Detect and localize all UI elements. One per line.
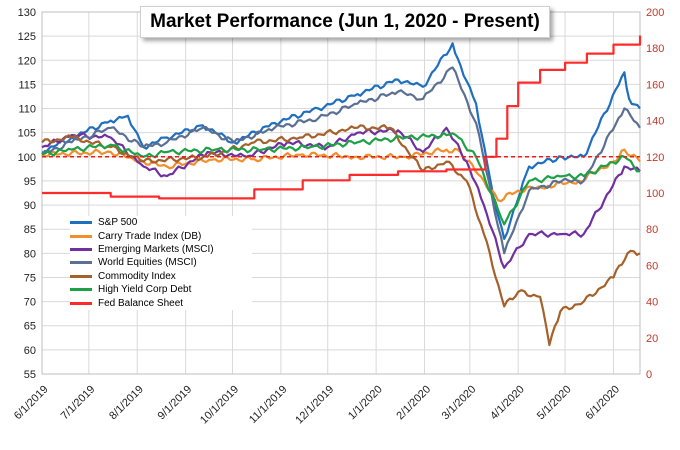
y-left-tick-label: 130 <box>18 7 36 19</box>
series-line-commodity-index <box>41 124 641 347</box>
y-right-tick-label: 160 <box>646 79 664 91</box>
y-right-tick-label: 40 <box>646 297 658 309</box>
y-left-tick-label: 70 <box>24 297 36 309</box>
y-right-tick-label: 120 <box>646 152 664 164</box>
x-tick-label: 4/1/2020 <box>488 383 527 422</box>
legend-label: Fed Balance Sheet <box>98 297 184 309</box>
y-left-tick-label: 105 <box>18 128 36 140</box>
legend-label: High Yield Corp Debt <box>98 284 192 296</box>
series-line-emerging-markets-msci- <box>41 126 641 269</box>
y-left-tick-label: 80 <box>24 248 36 260</box>
x-tick-label: 9/1/2019 <box>156 383 195 422</box>
y-right-tick-label: 80 <box>646 224 658 236</box>
x-tick-label: 2/1/2020 <box>394 383 433 422</box>
series-line-world-equities-msci- <box>41 66 641 255</box>
series-line-high-yield-corp-debt <box>41 131 640 226</box>
y-left-tick-label: 110 <box>18 104 36 116</box>
series-line-s-p-500 <box>41 42 641 240</box>
y-left-tick-label: 60 <box>24 345 36 357</box>
y-left-tick-label: 75 <box>24 272 36 284</box>
legend-label: Emerging Markets (MSCI) <box>98 243 214 255</box>
y-left-tick-label: 55 <box>24 369 36 381</box>
x-tick-label: 6/1/2020 <box>583 383 622 422</box>
legend-swatch <box>70 261 92 265</box>
legend-label: Commodity Index <box>98 270 176 282</box>
chart-title: Market Performance (Jun 1, 2020 - Presen… <box>150 11 540 32</box>
legend-item: Emerging Markets (MSCI) <box>70 243 252 256</box>
y-right-tick-label: 200 <box>646 7 664 19</box>
x-tick-label: 11/1/2019 <box>247 383 290 426</box>
x-tick-label: 1/1/2020 <box>346 383 385 422</box>
legend-item: Carry Trade Index (DB) <box>70 229 252 242</box>
y-left-tick-label: 90 <box>24 200 36 212</box>
y-left-tick-label: 115 <box>18 79 36 91</box>
x-tick-label: 6/1/2019 <box>12 383 51 422</box>
legend-label: World Equities (MSCI) <box>98 257 197 269</box>
y-right-tick-label: 20 <box>646 333 658 345</box>
legend-label: S&P 500 <box>98 217 138 229</box>
x-tick-label: 10/1/2019 <box>198 383 241 426</box>
legend-swatch <box>70 221 92 225</box>
legend-item: Commodity Index <box>70 270 252 283</box>
series-line-fed-balance-sheet <box>42 35 642 200</box>
legend-item: Fed Balance Sheet <box>70 296 252 309</box>
y-right-tick-label: 100 <box>646 188 664 200</box>
legend-swatch <box>70 234 92 238</box>
y-right-tick-label: 140 <box>646 116 664 128</box>
legend-swatch <box>70 288 92 292</box>
legend-swatch <box>70 301 92 305</box>
legend-swatch <box>70 247 92 251</box>
plot-area-border <box>41 11 641 375</box>
legend-item: S&P 500 <box>70 216 252 229</box>
y-left-tick-label: 100 <box>18 152 36 164</box>
x-tick-label: 5/1/2020 <box>535 383 574 422</box>
y-left-tick-label: 120 <box>18 55 36 67</box>
legend-label: Carry Trade Index (DB) <box>98 230 202 242</box>
y-left-tick-label: 65 <box>24 321 36 333</box>
chart-title-box: Market Performance (Jun 1, 2020 - Presen… <box>140 6 550 38</box>
y-left-tick-label: 125 <box>18 31 36 43</box>
legend-swatch <box>70 274 92 278</box>
legend-item: High Yield Corp Debt <box>70 283 252 296</box>
y-left-tick-label: 85 <box>24 224 36 236</box>
x-tick-label: 3/1/2020 <box>440 383 479 422</box>
chart-legend: S&P 500 Carry Trade Index (DB) Emerging Ma… <box>70 216 252 310</box>
y-right-tick-label: 0 <box>646 369 652 381</box>
y-right-tick-label: 60 <box>646 260 658 272</box>
y-left-tick-label: 95 <box>24 176 36 188</box>
x-tick-label: 8/1/2019 <box>107 383 146 422</box>
legend-item: World Equities (MSCI) <box>70 256 252 269</box>
x-tick-label: 7/1/2019 <box>59 383 98 422</box>
y-right-tick-label: 180 <box>646 43 664 55</box>
x-tick-label: 12/1/2019 <box>293 383 336 426</box>
